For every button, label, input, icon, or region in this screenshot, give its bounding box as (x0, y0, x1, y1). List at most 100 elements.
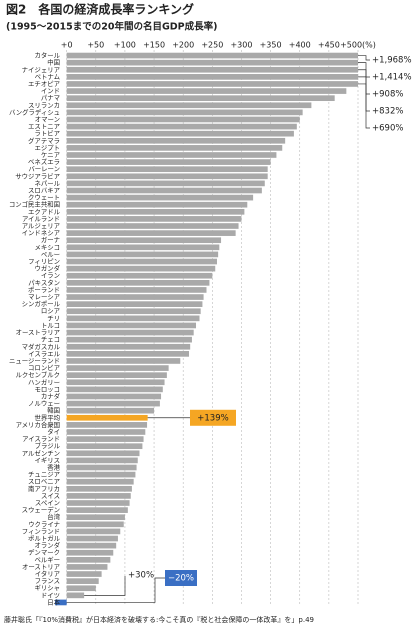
y-tick-label: デンマーク (28, 548, 60, 557)
y-tick-label: 香港 (47, 463, 60, 472)
callout-line (358, 55, 370, 61)
bar (66, 500, 130, 506)
y-tick-label: メキシコ (34, 243, 60, 251)
bar (66, 528, 121, 535)
y-tick-label: トルコ (41, 321, 60, 329)
x-tick-label: +400 (289, 41, 311, 50)
bar (66, 59, 358, 66)
bar (66, 521, 124, 528)
bar (66, 279, 210, 286)
bar (66, 514, 125, 521)
x-tick-label: +150 (143, 41, 165, 50)
bar (66, 393, 162, 400)
y-tick-label: インド (41, 87, 60, 95)
bar (66, 365, 169, 371)
y-tick-label: カタール (34, 51, 60, 60)
bar (66, 208, 245, 215)
bar (66, 578, 99, 584)
y-tick-label: ドイツ (41, 591, 60, 599)
y-tick-label: ネパール (34, 179, 60, 187)
y-tick-label: 世界平均 (34, 413, 60, 422)
bar (66, 386, 163, 393)
bar (66, 493, 131, 499)
bar (66, 322, 197, 329)
y-tick-label: 南アフリカ (28, 484, 60, 493)
y-tick-label: ウガンダ (34, 264, 60, 273)
y-tick-label: アイルランド (22, 215, 60, 223)
bar (66, 336, 192, 343)
bar (66, 74, 358, 80)
y-tick-label: サウジアラビア (15, 171, 60, 180)
bar (66, 130, 294, 137)
y-tick-label: イタリア (35, 569, 60, 578)
x-tick-label: +100 (114, 41, 136, 50)
y-tick-label: ペルー (41, 250, 60, 258)
y-tick-label: ガーナ (41, 235, 60, 244)
y-tick-label: パキスタン (28, 278, 60, 287)
y-tick-label: チリ (47, 314, 60, 322)
y-tick-label: アメリカ合衆国 (16, 420, 60, 429)
y-tick-label: フィリピン (28, 258, 60, 266)
bar (66, 251, 219, 258)
chart-title: 図2 各国の経済成長率ランキング (6, 2, 194, 17)
x-tick-label: +50 (87, 41, 104, 50)
x-tick-label: +300 (230, 41, 252, 50)
y-tick-label: オマーン (35, 115, 60, 123)
y-tick-label: ベトナム (35, 73, 60, 81)
bar (66, 343, 191, 350)
bar (66, 137, 286, 144)
x-tick-label: +0 (61, 41, 73, 50)
y-tick-label: スリランカ (28, 101, 60, 109)
y-tick-label: ルクセンブルク (15, 370, 60, 379)
y-tick-label: ハンガリー (28, 377, 60, 386)
bar (66, 152, 277, 158)
bar (66, 173, 268, 180)
y-tick-label: オーストラリア (16, 329, 60, 337)
source: 藤井聡氏「『10%消費税』が日本経済を破壊する:今こそ真の『税と社会保障の一体改… (4, 615, 314, 624)
bar (66, 52, 358, 59)
y-tick-label: ケニア (41, 151, 60, 159)
y-tick-label: グアテマラ (28, 136, 60, 145)
y-tick-label: アルゼンチン (22, 448, 60, 457)
y-tick-label: イスラエル (28, 350, 60, 358)
y-tick-label: オランダ (34, 541, 60, 550)
callout-line (358, 83, 370, 129)
bar (66, 145, 283, 151)
bar (66, 556, 111, 563)
x-tick-label: +200 (172, 41, 194, 50)
y-tick-label: クウェート (28, 194, 60, 202)
y-tick-label: バングラディシュ (9, 107, 60, 116)
y-tick-label: フィンランド (22, 527, 60, 535)
bar (66, 485, 132, 492)
bar (66, 123, 297, 130)
value-label: +690% (372, 124, 403, 134)
bar (66, 571, 102, 577)
y-tick-label: ニュージーランド (9, 357, 60, 365)
bar (55, 599, 67, 606)
x-tick-label: +500(%) (340, 41, 376, 50)
bar (66, 436, 144, 442)
y-tick-label: オーストリア (22, 563, 60, 571)
y-tick-label: ブラジル (35, 441, 61, 450)
y-tick-label: エクアドル (28, 208, 61, 216)
callout-line (84, 576, 126, 596)
bar (66, 407, 155, 414)
label-box (165, 570, 197, 586)
bar (66, 549, 114, 556)
y-tick-label: ポーランド (28, 286, 60, 294)
bar (66, 109, 303, 116)
y-tick-label: チェコ (41, 336, 60, 344)
value-label: +139% (197, 413, 228, 423)
bar (66, 564, 108, 570)
y-tick-label: スペイン (35, 499, 60, 507)
bar (66, 294, 204, 300)
y-tick-label: バーレーン (28, 165, 60, 173)
bar (66, 478, 134, 485)
bar (66, 464, 137, 471)
bar (66, 400, 160, 407)
callout-line (358, 69, 370, 95)
bar (66, 159, 271, 165)
y-tick-label: 中国 (47, 58, 60, 67)
bar (66, 166, 268, 173)
